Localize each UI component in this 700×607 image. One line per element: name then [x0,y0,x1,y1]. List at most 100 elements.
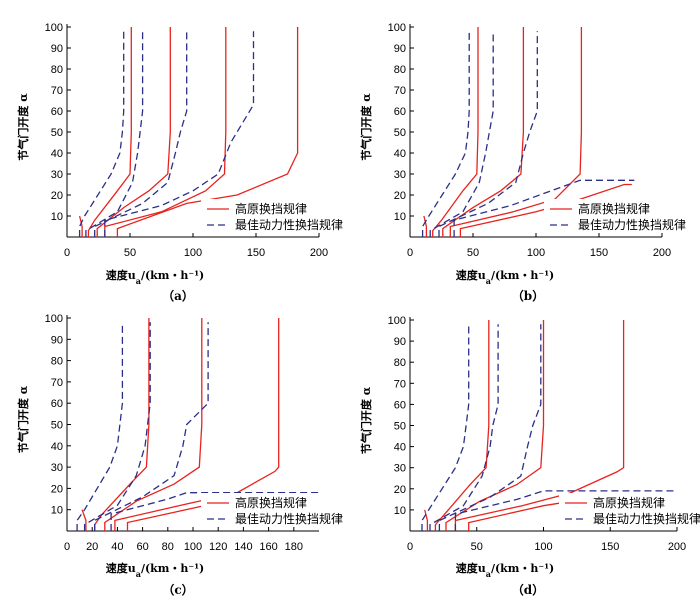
optimal-shift-curve-4 [454,490,677,531]
y-tick-label: 10 [51,211,63,223]
y-tick-label: 100 [388,22,406,34]
legend-background [201,199,327,233]
x-tick-label: 120 [209,541,227,553]
y-axis-label: 节气门开度 α [16,385,30,453]
plateau-shift-curve-3 [442,27,525,237]
y-tick-label: 60 [51,398,63,410]
plateau-shift-curve-4 [104,27,227,237]
optimal-shift-curve-1 [421,31,470,237]
y-tick-label: 90 [394,43,406,55]
y-tick-label: 20 [51,483,63,495]
legend-background [201,493,327,527]
x-axis-label: 速度ua/(km・h⁻¹) [106,561,205,579]
y-tick-label: 10 [51,505,63,517]
x-tick-label: 50 [471,541,483,553]
x-tick-label: 100 [184,541,202,553]
x-tick-label: 100 [184,247,202,259]
plateau-shift-curve-1 [423,215,428,237]
y-tick-label: 80 [51,64,63,76]
legend-label-optimal: 最佳动力性换挡规律 [235,217,343,232]
plateau-shift-curve-5 [116,27,299,237]
y-tick-label: 60 [51,106,63,118]
y-tick-label: 100 [45,313,63,325]
legend-label-optimal: 最佳动力性换挡规律 [593,511,700,526]
x-axis-label: 速度ua/(km・h⁻¹) [456,268,555,286]
y-tick-label: 80 [51,356,63,368]
y-tick-label: 40 [394,148,406,160]
y-tick-label: 30 [51,169,63,181]
x-tick-label: 50 [124,247,136,259]
x-axis-label: 速度ua/(km・h⁻¹) [456,561,555,579]
y-tick-label: 10 [394,211,406,223]
y-tick-label: 90 [51,334,63,346]
legend-label-optimal: 最佳动力性换挡规律 [235,511,343,526]
y-tick-label: 20 [51,190,63,202]
x-tick-label: 150 [247,247,265,259]
legend-label-plateau: 高原换挡规律 [593,495,665,510]
chart-panel-1: 10 20 30 40 50 60 70 80 90 100 0 50 100 150 200 节气门开度 α… [16,22,343,303]
y-tick-label: 30 [394,169,406,181]
chart-panel-2: 10 20 30 40 50 60 70 80 90 100 0 50 100 150 200 节气门开度 α… [359,22,686,303]
x-axis-label: 速度ua/(km・h⁻¹) [106,268,205,286]
optimal-shift-curve-2 [429,31,494,237]
plateau-shift-curve-3 [104,318,203,531]
x-tick-label: 20 [86,541,98,553]
x-tick-label: 200 [668,541,686,553]
y-tick-label: 100 [45,22,63,34]
y-tick-label: 90 [51,43,63,55]
plateau-shift-curve-3 [445,320,545,531]
panel-caption: （c） [162,582,193,597]
legend-label-plateau: 高原换挡规律 [235,201,307,216]
x-tick-label: 80 [162,541,174,553]
y-tick-label: 60 [394,399,406,411]
optimal-shift-curve-1 [421,324,470,531]
y-tick-label: 70 [394,85,406,97]
y-tick-label: 80 [394,357,406,369]
y-axis-label: 节气门开度 α [359,93,373,161]
x-tick-label: 100 [527,247,545,259]
y-tick-label: 50 [394,127,406,139]
x-tick-label: 150 [590,247,608,259]
x-tick-label: 160 [259,541,277,553]
plateau-shift-curve-2 [87,27,132,237]
x-tick-label: 200 [653,247,671,259]
optimal-shift-curve-3 [94,31,188,237]
plateau-shift-curve-2 [432,27,479,237]
x-tick-label: 140 [234,541,252,553]
legend-label-plateau: 高原换挡规律 [235,495,307,510]
x-tick-label: 200 [310,247,328,259]
y-tick-label: 90 [394,336,406,348]
legend-label-plateau: 高原换挡规律 [578,201,650,216]
y-tick-label: 50 [394,421,406,433]
x-tick-label: 0 [407,541,413,553]
x-tick-label: 150 [601,541,619,553]
y-tick-label: 30 [51,462,63,474]
optimal-shift-curve-4 [110,492,319,531]
y-tick-label: 30 [394,463,406,475]
y-tick-label: 20 [394,484,406,496]
x-tick-label: 50 [467,247,479,259]
y-tick-label: 60 [394,106,406,118]
optimal-shift-curve-4 [104,31,255,237]
panel-caption: （d） [512,582,544,597]
optimal-shift-curve-3 [438,31,538,237]
optimal-shift-curve-1 [78,31,125,237]
optimal-shift-curve-2 [83,322,151,531]
y-tick-label: 40 [394,442,406,454]
y-tick-label: 70 [394,378,406,390]
y-tick-label: 20 [394,190,406,202]
y-tick-label: 70 [51,377,63,389]
optimal-shift-curve-1 [76,322,124,531]
y-tick-label: 40 [51,441,63,453]
plateau-shift-curve-3 [96,27,171,237]
legend-background [559,493,685,527]
panel-caption: （b） [512,288,544,303]
y-tick-label: 50 [51,127,63,139]
x-tick-label: 0 [64,247,70,259]
x-tick-label: 100 [534,541,552,553]
x-tick-label: 0 [64,541,70,553]
